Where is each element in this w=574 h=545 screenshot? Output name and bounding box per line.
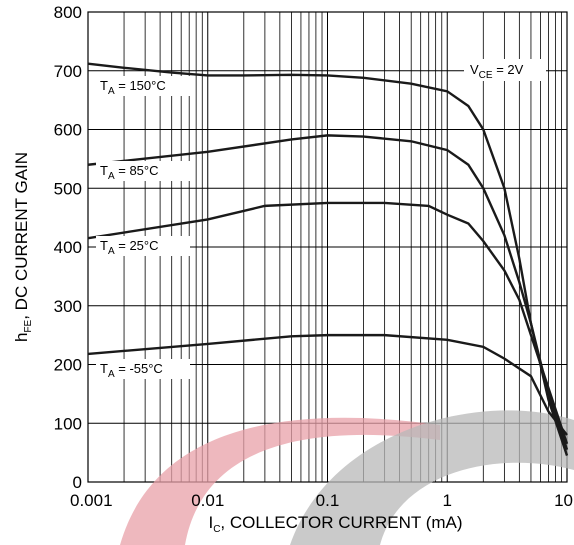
y-tick-label: 100 <box>54 414 82 433</box>
series-label-base: T <box>100 361 108 376</box>
series-label-sub: A <box>108 86 115 97</box>
series-label: TA = 25°C <box>100 238 159 257</box>
x-axis-label-text: , COLLECTOR CURRENT (mA) <box>220 513 462 532</box>
y-axis-label-base: h <box>12 333 31 342</box>
y-tick-label: 800 <box>54 3 82 22</box>
label-bg <box>464 59 546 81</box>
series-label-base: T <box>100 163 108 178</box>
x-tick-label: 0.01 <box>191 491 224 510</box>
annotation-text: = 2V <box>493 62 524 77</box>
curve <box>87 134 569 451</box>
series-label-base: T <box>100 78 108 93</box>
label-bg <box>96 76 190 96</box>
curve <box>87 201 569 445</box>
y-tick-label: 600 <box>54 121 82 140</box>
y-tick-label: 0 <box>73 473 82 492</box>
x-tick-label: 1 <box>443 491 452 510</box>
x-axis-label: IC, COLLECTOR CURRENT (mA) <box>208 513 462 535</box>
series-label: TA = 85°C <box>100 163 159 182</box>
x-axis-label-base: I <box>208 513 213 532</box>
curve <box>87 333 568 436</box>
curve <box>87 62 569 456</box>
y-axis-label-text: , DC CURRENT GAIN <box>12 152 31 320</box>
y-axis-label: hFE, DC CURRENT GAIN <box>12 152 34 342</box>
y-tick-label: 300 <box>54 297 82 316</box>
x-axis-label-sub: C <box>213 524 220 535</box>
series-label-sub: A <box>108 246 115 257</box>
annotation: VCE = 2V <box>470 62 524 81</box>
series-label-text: = -55°C <box>115 361 163 376</box>
y-tick-label: 700 <box>54 62 82 81</box>
annotation-base: V <box>470 62 479 77</box>
series-label: TA = 150°C <box>100 78 166 97</box>
series-label: TA = -55°C <box>100 361 163 380</box>
x-tick-label: 0.1 <box>316 491 340 510</box>
annotation-sub: CE <box>479 70 493 81</box>
watermark <box>120 410 574 545</box>
x-tick-label: 0.001 <box>70 491 113 510</box>
y-tick-label: 200 <box>54 356 82 375</box>
label-bg <box>96 161 190 181</box>
label-bg <box>96 236 190 256</box>
label-bg <box>96 359 190 379</box>
series-label-text: = 25°C <box>115 238 159 253</box>
series-label-sub: A <box>108 369 115 380</box>
series-label-text: = 85°C <box>115 163 159 178</box>
y-tick-label: 400 <box>54 238 82 257</box>
series-label-text: = 150°C <box>115 78 166 93</box>
series-label-sub: A <box>108 171 115 182</box>
y-tick-label: 500 <box>54 179 82 198</box>
y-axis-label-sub: FE <box>23 319 34 332</box>
series-label-base: T <box>100 238 108 253</box>
x-tick-label: 10 <box>554 491 573 510</box>
